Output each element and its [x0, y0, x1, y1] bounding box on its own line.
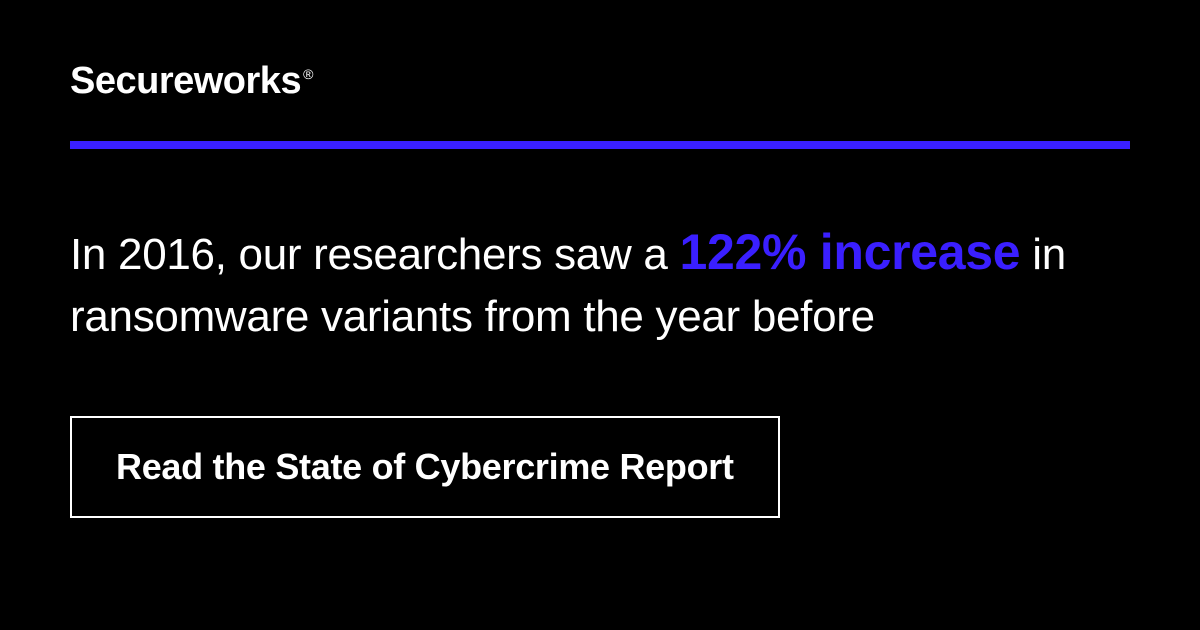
statement-part1: In 2016, our researchers saw a: [70, 230, 679, 279]
accent-divider: [70, 141, 1130, 149]
brand-logo: Secureworks®: [70, 60, 1130, 103]
cta-label: Read the State of Cybercrime Report: [116, 446, 734, 487]
registered-symbol: ®: [303, 66, 313, 82]
cta-button[interactable]: Read the State of Cybercrime Report: [70, 416, 780, 518]
headline-statement: In 2016, our researchers saw a 122% incr…: [70, 219, 1130, 346]
statement-highlight: 122% increase: [679, 224, 1020, 280]
brand-name: Secureworks: [70, 60, 301, 102]
